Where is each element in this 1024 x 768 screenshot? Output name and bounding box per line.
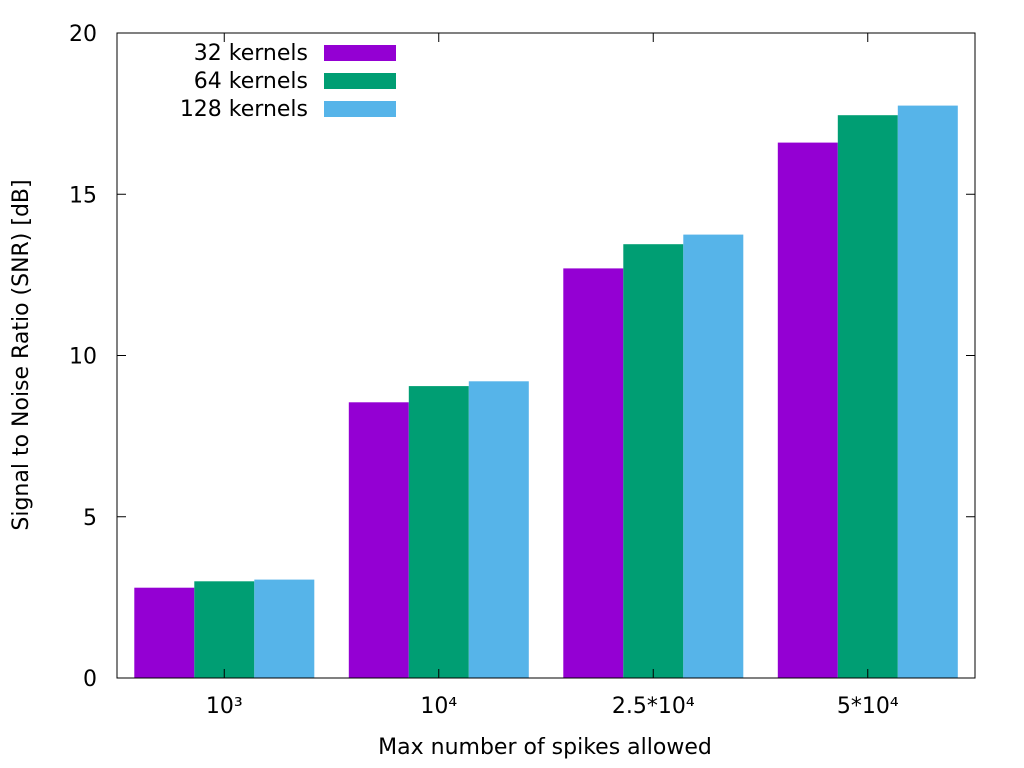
bar-3-4 [897,105,958,679]
bar-1-1 [134,587,195,678]
bars-layer [134,105,958,679]
ticks-layer: 0 5 10 15 20 10³ 10⁴ 2.5*10⁴ 5*10⁴ [69,22,975,719]
bar-2-2 [408,386,469,678]
bar-1-2 [348,402,409,678]
y-tick-label-4: 20 [69,22,97,47]
x-axis-label: Max number of spikes allowed [378,735,712,760]
x-tick-label-2: 2.5*10⁴ [612,694,695,719]
legend-swatch-3 [324,101,396,117]
bar-3-1 [254,579,315,678]
bar-1-3 [563,268,624,678]
legend-swatch-1 [324,45,396,61]
bar-1-4 [777,142,838,679]
legend-label-3: 128 kernels [180,97,308,122]
legend: 32 kernels 64 kernels 128 kernels [180,41,396,122]
bar-2-3 [623,244,684,678]
legend-swatch-2 [324,73,396,89]
x-tick-label-0: 10³ [206,694,243,719]
legend-label-1: 32 kernels [194,41,308,66]
y-tick-label-2: 10 [69,345,97,370]
bar-3-3 [683,234,744,678]
y-tick-label-0: 0 [83,667,97,692]
x-tick-label-1: 10⁴ [420,694,457,719]
y-tick-label-3: 15 [69,183,97,208]
y-axis-label: Signal to Noise Ratio (SNR) [dB] [9,179,34,530]
bar-3-2 [468,381,529,678]
y-tick-label-1: 5 [83,506,97,531]
bar-2-1 [194,581,255,679]
bar-2-4 [837,115,898,678]
x-tick-label-3: 5*10⁴ [837,694,899,719]
legend-label-2: 64 kernels [194,69,308,94]
